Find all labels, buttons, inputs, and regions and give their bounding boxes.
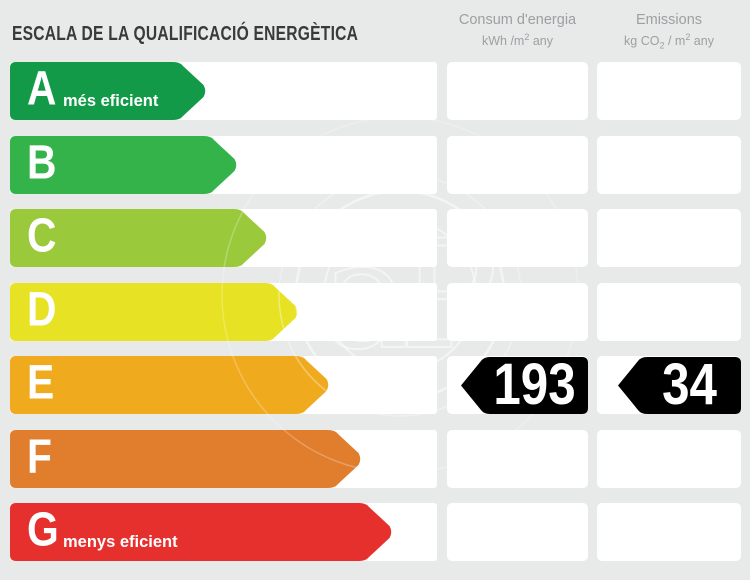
rating-arrow-bar [10,503,392,561]
rating-row-F: F [0,429,750,488]
rating-row-G: G menys eficient [0,503,750,561]
unit-text: / m [664,34,686,49]
badge-arrow-shape [618,356,741,414]
unit-text: any [529,34,553,49]
rating-letter: C [27,209,57,263]
rating-arrow-bar [10,209,267,267]
emissions-value-badge: 34 [618,352,741,417]
rating-scale: A més eficient B C D [0,62,750,577]
emissions-cell [597,209,741,267]
unit-superscript: 2 [685,32,691,43]
emissions-column-unit: kg CO2 / m2 any [597,32,741,51]
rating-row-D: D [0,282,750,341]
rating-arrow-bar [10,135,237,194]
rating-letter: G [27,503,59,557]
rating-letter: D [27,283,57,337]
consumption-cell [447,135,588,194]
rating-sublabel: menys eficient [63,532,178,551]
unit-text: kg CO [624,34,660,49]
consumption-cell [447,282,588,341]
rating-row-C: C [0,209,750,267]
rating-letter: B [27,136,57,190]
emissions-column-title: Emissions [635,12,703,28]
rating-letter: F [27,430,52,484]
emissions-cell [597,503,741,561]
rating-row-A: A més eficient [0,62,750,120]
consumption-cell [447,62,588,120]
rating-sublabel: més eficient [63,91,159,110]
unit-text: kWh /m [481,34,525,49]
rating-arrow-bar [10,429,361,488]
emissions-cell [597,282,741,341]
emissions-cell [597,62,741,120]
unit-text: any [690,34,714,49]
unit-subscript: 2 [659,40,665,51]
emissions-cell [597,135,741,194]
rating-row-B: B [0,135,750,194]
page-title: ESCALA DE LA QUALIFICACIÓ ENERGÈTICA [12,23,359,45]
rating-letter: A [27,62,57,116]
rating-arrow-bar [10,356,329,414]
emissions-column-header: Emissions kg CO2 / m2 any [597,11,741,51]
rating-arrow-bar [10,282,298,341]
consumption-cell [447,429,588,488]
emissions-cell [597,429,741,488]
consumption-value: 193 [493,352,576,417]
unit-superscript: 2 [524,32,530,43]
emissions-value: 34 [662,352,717,417]
consumption-column-header: Consum d'energia kWh /m2 any [447,11,588,48]
consumption-value-badge: 193 [461,352,588,417]
consumption-column-title: Consum d'energia [458,12,577,28]
consumption-cell [447,209,588,267]
rating-arrow-bar [10,62,206,120]
consumption-cell [447,503,588,561]
consumption-column-unit: kWh /m2 any [447,32,588,48]
rating-letter: E [27,356,55,410]
